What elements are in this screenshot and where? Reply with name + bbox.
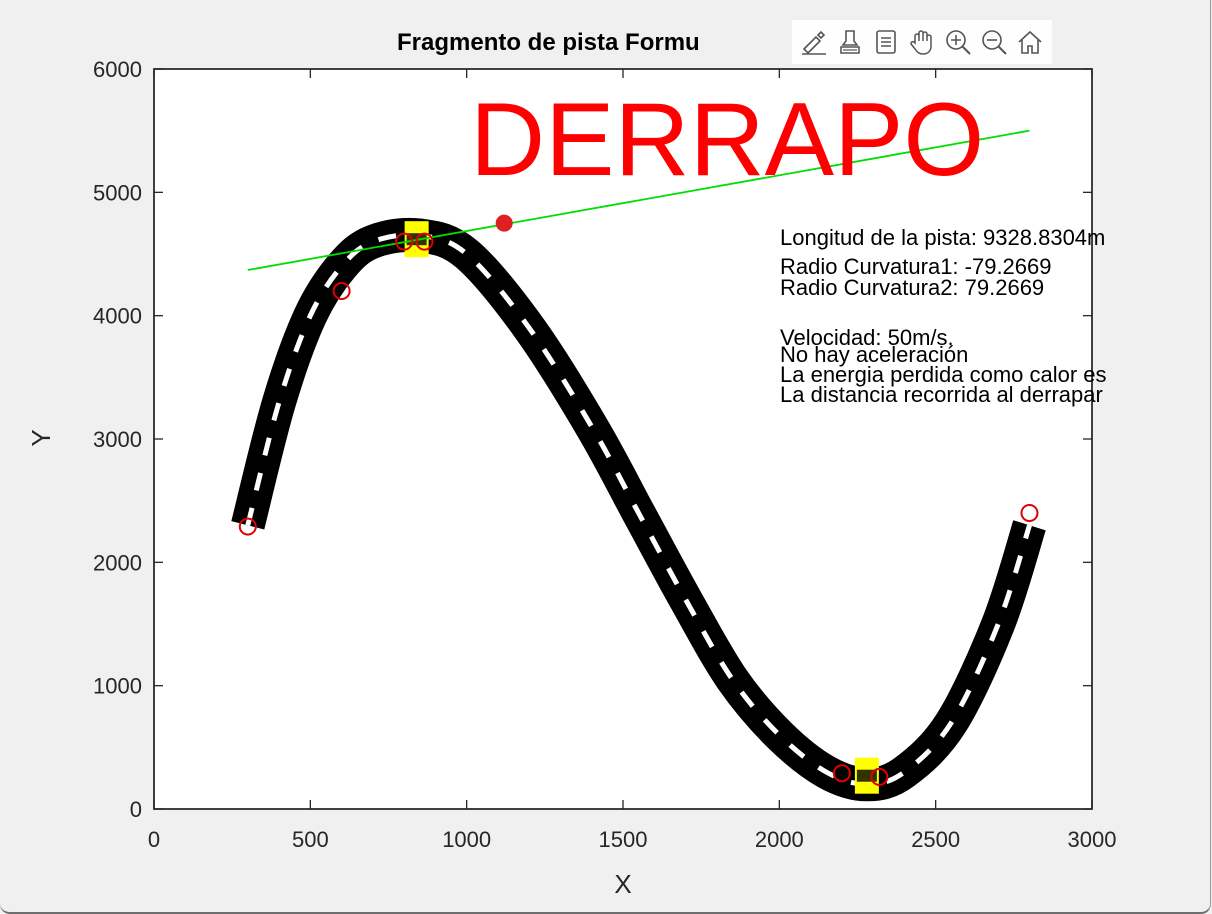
home-restore-icon[interactable] — [1012, 22, 1048, 62]
red-circle-marker — [238, 517, 257, 536]
x-tick-label: 3000 — [1068, 827, 1117, 852]
chart-title: Fragmento de pista Formu — [397, 29, 700, 56]
y-axis-title: Y — [26, 429, 56, 446]
info-acceleration: No hay aceleración — [780, 342, 968, 367]
brush-edit-icon[interactable] — [796, 22, 832, 62]
zoom-in-icon[interactable] — [940, 22, 976, 62]
axes-layer: 0 500 1000 1500 2000 2500 3000 0 1000 2000 3000 400… — [93, 57, 1116, 852]
y-tick-label: 1000 — [93, 674, 142, 699]
info-energy: La energia perdida como calor es — [780, 362, 1107, 387]
zoom-out-icon[interactable] — [976, 22, 1012, 62]
info-skid-distance: La distancia recorrida al derrapar — [780, 382, 1103, 407]
info-annotations: Longitud de la pista: 9328.8304m Radio C… — [780, 225, 1107, 407]
x-tick-label: 500 — [292, 827, 329, 852]
tangent-line — [247, 129, 1030, 271]
red-circle-marker — [415, 232, 434, 251]
filled-red-marker — [495, 214, 513, 232]
red-circle-marker — [395, 232, 414, 251]
derrapo-headline: DERRAPO — [470, 82, 984, 198]
y-tick-label: 4000 — [93, 304, 142, 329]
y-tick-label: 3000 — [93, 427, 142, 452]
track-center-dashes — [245, 232, 1032, 787]
red-circle-marker — [870, 767, 889, 786]
info-radius-2: Radio Curvatura2: 79.2669 — [780, 275, 1044, 300]
red-circle-marker — [332, 282, 351, 300]
info-radius-1: Radio Curvatura1: -79.2669 — [780, 254, 1052, 279]
plot-layer — [231, 129, 1046, 802]
data-tips-icon[interactable] — [832, 22, 868, 62]
x-tick-label: 1500 — [599, 827, 648, 852]
y-tick-label: 0 — [130, 797, 142, 822]
info-track-length: Longitud de la pista: 9328.8304m — [780, 225, 1105, 250]
x-tick-label: 2000 — [755, 827, 804, 852]
y-tick-label: 5000 — [93, 180, 142, 205]
pan-hand-icon[interactable] — [904, 22, 940, 62]
x-tick-label: 0 — [148, 827, 160, 852]
x-tick-label: 1000 — [442, 827, 491, 852]
axes-background — [153, 68, 1093, 810]
y-tick-label: 6000 — [93, 57, 142, 82]
red-circle-marker — [832, 764, 851, 783]
y-tick-label: 2000 — [93, 550, 142, 575]
red-circle-marker — [1020, 504, 1039, 522]
x-axis-title: X — [614, 869, 631, 899]
info-velocity: Velocidad: 50m/s. — [780, 325, 954, 350]
rotate-icon[interactable] — [868, 22, 904, 62]
axes-toolbar — [792, 20, 1052, 64]
x-tick-label: 2500 — [911, 827, 960, 852]
